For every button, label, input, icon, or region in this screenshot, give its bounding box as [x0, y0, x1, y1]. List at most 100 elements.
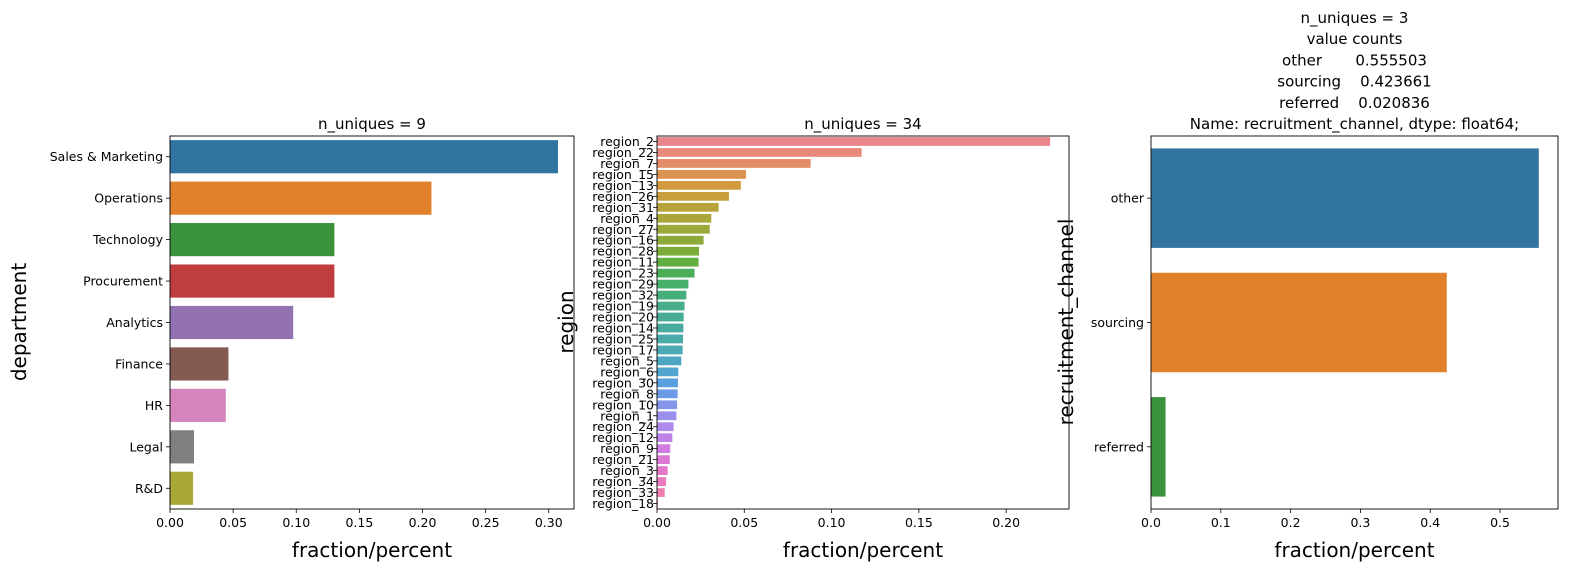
x-tick-label: 0.10 [818, 515, 846, 530]
bar-region-22 [657, 148, 862, 157]
bar-region-23 [657, 268, 695, 278]
bar-region-26 [657, 191, 729, 201]
chart-title: n_uniques = 9 [318, 115, 426, 134]
x-tick-label: 0.15 [905, 515, 933, 530]
bar-operations [170, 181, 432, 215]
x-tick-label: 0.05 [730, 515, 758, 530]
y-tick-label: sourcing [1091, 315, 1144, 330]
y-tick-label: region_3 [600, 463, 654, 478]
y-tick-label: region_10 [592, 397, 654, 412]
y-axis-label: recruitment_channel [1054, 219, 1078, 426]
y-tick-label: Procurement [83, 274, 163, 289]
bar-region-30 [657, 378, 678, 388]
bar-region-13 [657, 180, 741, 190]
y-tick-label: region_15 [592, 167, 654, 182]
y-tick-label: region_24 [592, 419, 654, 434]
bar-region-10 [657, 400, 678, 410]
y-tick-label: region_30 [592, 375, 654, 390]
chart-title: n_uniques = 34 [804, 115, 921, 134]
y-tick-label: R&D [135, 481, 163, 496]
bar-region-19 [657, 301, 685, 311]
bar-region-17 [657, 345, 683, 355]
bar-sales-marketing [170, 140, 558, 174]
x-tick-label: 0.15 [345, 515, 373, 530]
y-tick-label: region_12 [592, 430, 654, 445]
x-tick-label: 0.3 [1350, 515, 1370, 530]
y-tick-label: region_6 [600, 364, 654, 379]
y-tick-label: region_26 [592, 189, 654, 204]
bar-region-3 [657, 466, 668, 475]
y-tick-label: region_23 [592, 266, 654, 281]
x-axis-label: fraction/percent [1274, 538, 1434, 562]
bar-procurement [170, 264, 335, 298]
y-tick-label: region_32 [592, 288, 654, 303]
bar-region-20 [657, 312, 684, 322]
y-tick-label: region_11 [592, 255, 654, 270]
y-axis-label: department [7, 263, 31, 381]
bar-region-5 [657, 356, 682, 366]
x-tick-label: 0.00 [156, 515, 184, 530]
bar-region-21 [657, 455, 670, 465]
y-tick-label: region_9 [600, 441, 654, 456]
x-tick-label: 0.20 [409, 515, 437, 530]
y-tick-label: region_31 [592, 200, 654, 215]
x-tick-label: 0.4 [1420, 515, 1440, 530]
bar-region-24 [657, 422, 674, 432]
chart-title: n_uniques = 3 value counts other 0.555503 s… [1190, 9, 1519, 134]
y-axis-label: region [554, 290, 578, 353]
bar-region-33 [657, 488, 665, 497]
x-tick-label: 0.05 [219, 515, 247, 530]
y-tick-label: region_18 [592, 496, 654, 511]
y-tick-label: region_29 [592, 277, 654, 292]
y-tick-label: region_25 [592, 331, 654, 346]
x-tick-label: 0.20 [992, 515, 1020, 530]
bar-other [1151, 148, 1539, 248]
y-tick-label: region_1 [600, 408, 654, 423]
y-tick-label: referred [1094, 439, 1144, 454]
y-tick-label: Legal [129, 439, 163, 454]
bar-region-12 [657, 433, 673, 443]
bar-r-d [170, 471, 194, 505]
bar-region-31 [657, 202, 719, 212]
y-tick-label: region_16 [592, 233, 654, 248]
y-tick-label: Sales & Marketing [50, 149, 163, 164]
bar-region-16 [657, 235, 704, 245]
x-tick-label: 0.25 [472, 515, 500, 530]
y-tick-label: Analytics [106, 315, 163, 330]
bar-sourcing [1151, 272, 1447, 373]
axes-frame [656, 135, 1070, 510]
y-tick-label: Finance [115, 356, 163, 371]
bar-region-4 [657, 213, 712, 223]
y-tick-label: region_21 [592, 452, 654, 467]
bar-region-29 [657, 279, 689, 289]
y-tick-label: region_20 [592, 310, 654, 325]
bar-region-25 [657, 334, 684, 344]
y-tick-label: region_28 [592, 244, 654, 259]
y-tick-label: region_22 [592, 145, 654, 160]
bar-region-34 [657, 477, 667, 486]
x-axis-label: fraction/percent [783, 538, 943, 562]
y-tick-label: other [1111, 191, 1145, 206]
y-tick-label: region_27 [592, 222, 654, 237]
x-tick-label: 0.30 [535, 515, 563, 530]
y-tick-label: Technology [92, 232, 164, 247]
y-tick-label: Operations [94, 191, 163, 206]
y-tick-label: region_19 [592, 299, 654, 314]
bar-region-9 [657, 444, 671, 454]
bar-referred [1151, 397, 1166, 497]
y-tick-label: region_8 [600, 386, 654, 401]
y-tick-label: region_4 [600, 211, 654, 226]
y-tick-label: region_5 [600, 353, 654, 368]
y-tick-label: region_34 [592, 474, 654, 489]
bar-region-8 [657, 389, 678, 399]
bar-hr [170, 388, 226, 422]
x-tick-label: 0.10 [282, 515, 310, 530]
y-tick-label: region_13 [592, 178, 654, 193]
bar-region-6 [657, 367, 679, 377]
bar-finance [170, 347, 229, 381]
bar-region-15 [657, 170, 747, 179]
x-axis-label: fraction/percent [292, 538, 452, 562]
y-tick-label: region_14 [592, 320, 654, 335]
bar-region-14 [657, 323, 684, 333]
